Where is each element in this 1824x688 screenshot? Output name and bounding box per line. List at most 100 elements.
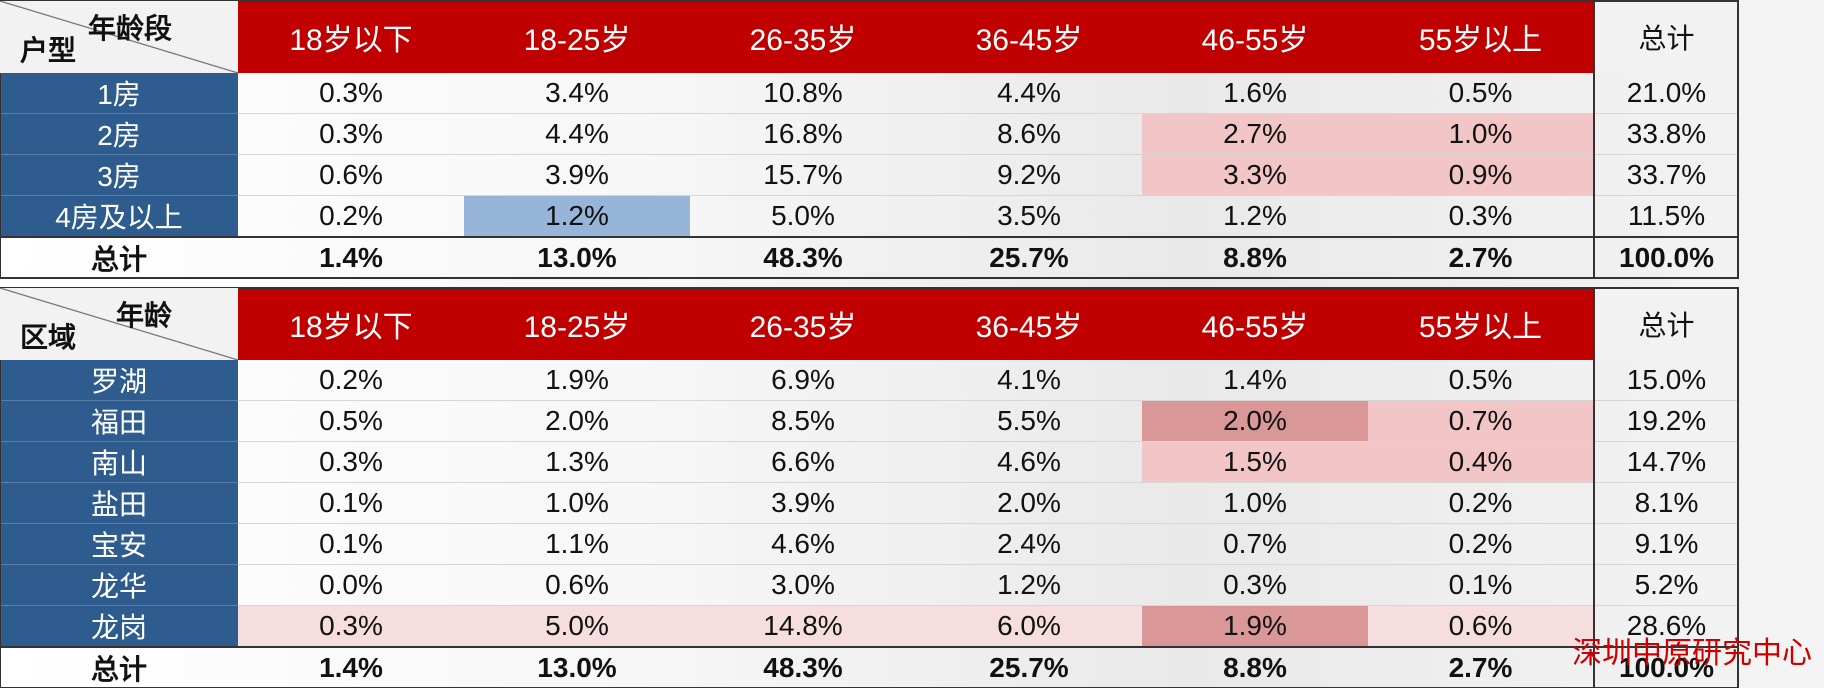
row-total-cell: 15.0% <box>1593 360 1738 401</box>
row-total-cell: 21.0% <box>1593 73 1738 114</box>
value-cell: 0.6% <box>1368 605 1594 648</box>
value-cell: 0.1% <box>238 523 464 565</box>
value-cell: 9.2% <box>916 154 1142 196</box>
row-total-cell: 33.8% <box>1593 113 1738 155</box>
value-cell: 16.8% <box>690 113 916 155</box>
table-row: 3房 0.6% 3.9% 15.7% 9.2% 3.3% 0.9% 33.7% <box>0 154 1738 196</box>
table-row: 罗湖 0.2% 1.9% 6.9% 4.1% 1.4% 0.5% 15.0% <box>0 360 1738 401</box>
value-cell: 3.3% <box>1142 154 1368 196</box>
table-row: 福田 0.5% 2.0% 8.5% 5.5% 2.0% 0.7% 19.2% <box>0 400 1738 442</box>
value-cell: 1.2% <box>1142 195 1368 238</box>
column-header: 18岁以下 <box>238 288 464 360</box>
row-label: 龙华 <box>0 564 238 606</box>
totals-label: 总计 <box>0 236 238 278</box>
column-total-cell: 13.0% <box>464 236 690 278</box>
value-cell: 4.4% <box>916 73 1142 114</box>
column-total-cell: 1.4% <box>238 236 464 278</box>
column-header: 36-45岁 <box>916 288 1142 360</box>
table-row: 1房 0.3% 3.4% 10.8% 4.4% 1.6% 0.5% 21.0% <box>0 73 1738 114</box>
value-cell: 0.7% <box>1142 523 1368 565</box>
value-cell: 0.9% <box>1368 154 1594 196</box>
district-by-age-table: 年龄 区域 18岁以下 18-25岁 26-35岁 36-45岁 46-55岁 … <box>0 287 1739 688</box>
column-header: 18岁以下 <box>238 1 464 73</box>
row-total-cell: 28.6% <box>1593 605 1738 648</box>
corner-top-label: 年龄段 <box>87 13 172 44</box>
value-cell: 0.1% <box>1368 564 1594 606</box>
value-cell: 1.0% <box>1368 113 1594 155</box>
column-total-cell: 25.7% <box>916 646 1142 688</box>
value-cell: 1.6% <box>1142 73 1368 114</box>
value-cell: 0.2% <box>1368 482 1594 524</box>
row-label: 福田 <box>0 400 238 442</box>
header-row: 年龄段 户型 18岁以下 18-25岁 26-35岁 36-45岁 46-55岁… <box>0 1 1738 73</box>
value-cell: 0.5% <box>1368 360 1594 401</box>
value-cell: 15.7% <box>690 154 916 196</box>
value-cell: 3.0% <box>690 564 916 606</box>
table-row: 4房及以上 0.2% 1.2% 5.0% 3.5% 1.2% 0.3% 11.5% <box>0 195 1738 238</box>
value-cell: 5.0% <box>690 195 916 238</box>
column-total-cell: 8.8% <box>1142 236 1368 278</box>
value-cell: 5.5% <box>916 400 1142 442</box>
row-label: 3房 <box>0 154 238 196</box>
value-cell: 0.3% <box>1368 195 1594 238</box>
value-cell: 14.8% <box>690 605 916 648</box>
row-label: 4房及以上 <box>0 195 238 238</box>
grand-total-cell: 100.0% <box>1593 236 1738 278</box>
row-total-cell: 9.1% <box>1593 523 1738 565</box>
value-cell: 0.2% <box>1368 523 1594 565</box>
column-total-cell: 13.0% <box>464 646 690 688</box>
value-cell: 4.1% <box>916 360 1142 401</box>
value-cell: 6.6% <box>690 441 916 483</box>
column-header: 46-55岁 <box>1142 1 1368 73</box>
value-cell: 3.4% <box>464 73 690 114</box>
unit-type-by-age-table: 年龄段 户型 18岁以下 18-25岁 26-35岁 36-45岁 46-55岁… <box>0 0 1739 279</box>
value-cell: 1.2% <box>464 195 690 238</box>
corner-bottom-label: 户型 <box>20 35 77 66</box>
table-row: 龙华 0.0% 0.6% 3.0% 1.2% 0.3% 0.1% 5.2% <box>0 564 1738 606</box>
totals-row: 总计 1.4% 13.0% 48.3% 25.7% 8.8% 2.7% 100.0% <box>0 236 1738 278</box>
column-header: 55岁以上 <box>1368 1 1594 73</box>
column-total-cell: 25.7% <box>916 236 1142 278</box>
value-cell: 1.2% <box>916 564 1142 606</box>
row-label: 1房 <box>0 73 238 114</box>
value-cell: 0.5% <box>238 400 464 442</box>
value-cell: 4.6% <box>916 441 1142 483</box>
total-column-header: 总计 <box>1593 288 1738 360</box>
value-cell: 3.9% <box>690 482 916 524</box>
column-total-cell: 1.4% <box>238 646 464 688</box>
value-cell: 2.0% <box>1142 400 1368 442</box>
value-cell: 5.0% <box>464 605 690 648</box>
value-cell: 1.5% <box>1142 441 1368 483</box>
value-cell: 0.2% <box>238 195 464 238</box>
table-row: 宝安 0.1% 1.1% 4.6% 2.4% 0.7% 0.2% 9.1% <box>0 523 1738 565</box>
value-cell: 8.6% <box>916 113 1142 155</box>
value-cell: 2.4% <box>916 523 1142 565</box>
value-cell: 2.7% <box>1142 113 1368 155</box>
value-cell: 0.0% <box>238 564 464 606</box>
row-total-cell: 11.5% <box>1593 195 1738 238</box>
table-body: 罗湖 0.2% 1.9% 6.9% 4.1% 1.4% 0.5% 15.0% 福田 0.5% 2.0… <box>0 360 1738 688</box>
value-cell: 0.2% <box>238 360 464 401</box>
value-cell: 2.0% <box>916 482 1142 524</box>
column-total-cell: 2.7% <box>1368 236 1594 278</box>
value-cell: 6.0% <box>916 605 1142 648</box>
column-total-cell: 2.7% <box>1368 646 1594 688</box>
value-cell: 1.1% <box>464 523 690 565</box>
value-cell: 6.9% <box>690 360 916 401</box>
column-header: 55岁以上 <box>1368 288 1594 360</box>
value-cell: 4.6% <box>690 523 916 565</box>
row-total-cell: 14.7% <box>1593 441 1738 483</box>
value-cell: 1.9% <box>464 360 690 401</box>
value-cell: 0.7% <box>1368 400 1594 442</box>
row-label: 南山 <box>0 441 238 483</box>
value-cell: 8.5% <box>690 400 916 442</box>
corner-bottom-label: 区域 <box>20 322 77 353</box>
table-row: 南山 0.3% 1.3% 6.6% 4.6% 1.5% 0.4% 14.7% <box>0 441 1738 483</box>
faint-watermark-left <box>6 639 13 670</box>
value-cell: 0.3% <box>238 73 464 114</box>
table-row: 2房 0.3% 4.4% 16.8% 8.6% 2.7% 1.0% 33.8% <box>0 113 1738 155</box>
row-total-cell: 8.1% <box>1593 482 1738 524</box>
row-label: 2房 <box>0 113 238 155</box>
value-cell: 0.6% <box>464 564 690 606</box>
row-total-cell: 5.2% <box>1593 564 1738 606</box>
